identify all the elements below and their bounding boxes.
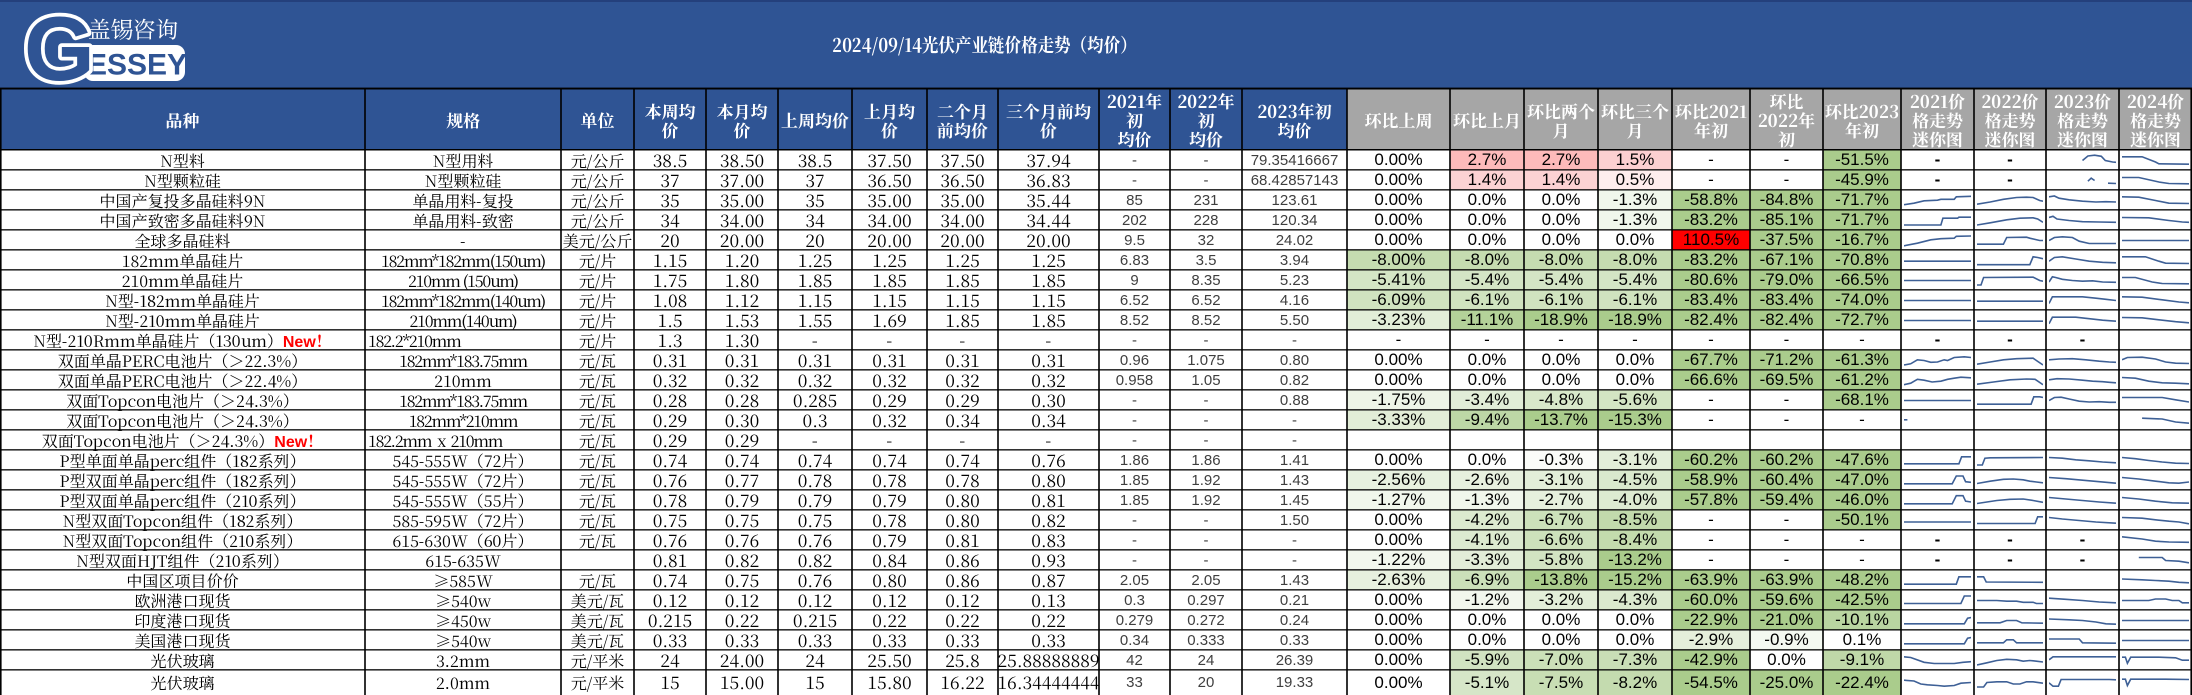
svg-text:ESSEY: ESSEY <box>87 49 187 82</box>
svg-text:G: G <box>24 0 95 100</box>
svg-text:盖锡咨询: 盖锡咨询 <box>88 12 178 45</box>
